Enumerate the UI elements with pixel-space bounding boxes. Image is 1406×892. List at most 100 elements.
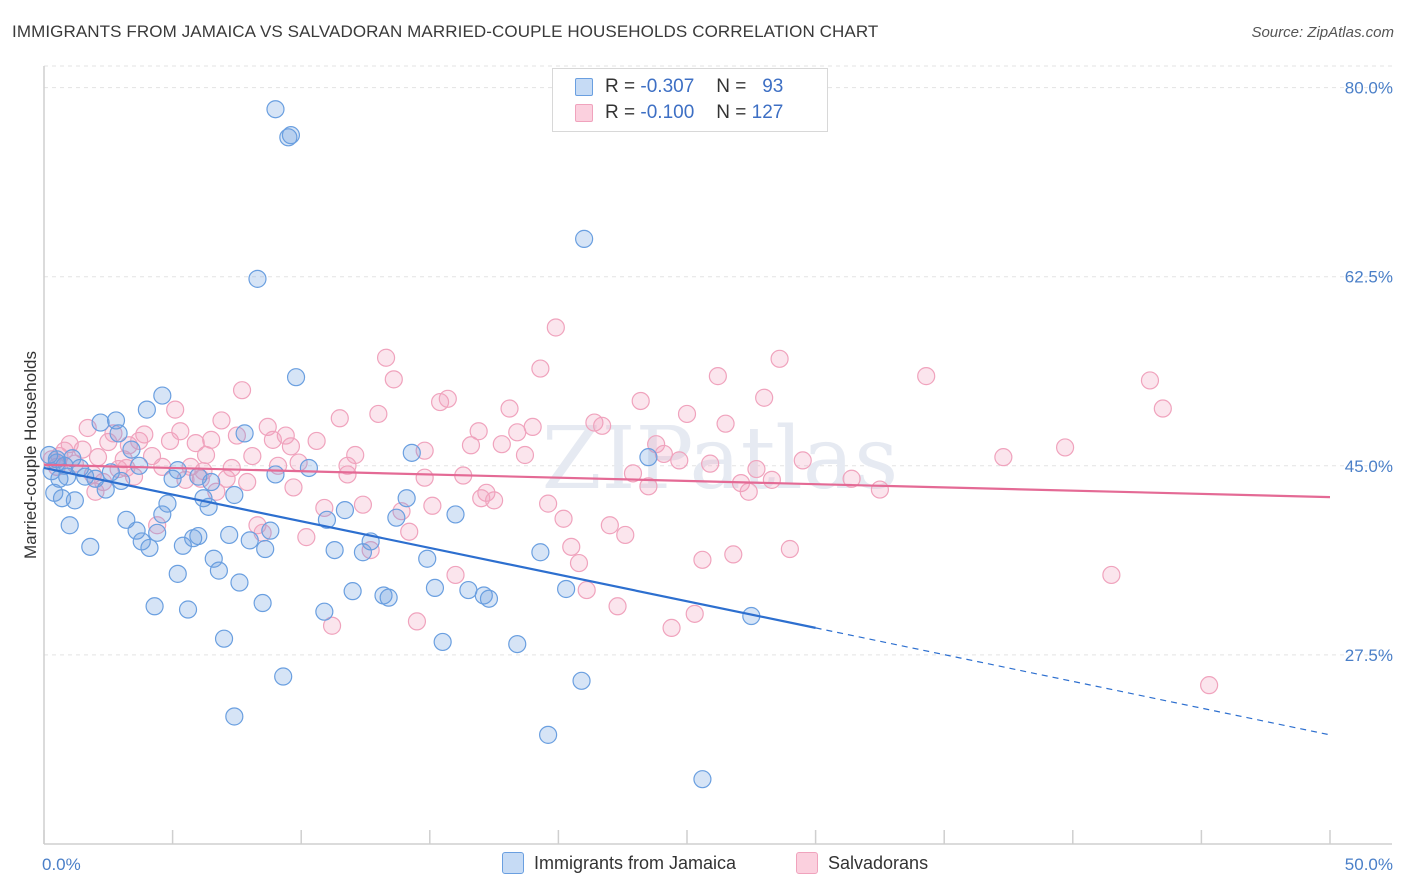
salvadorans-point [917, 367, 936, 386]
jamaica-point [65, 491, 84, 510]
y-tick-labels: 27.5% 45.0% 62.5% 80.0% [1345, 79, 1393, 665]
salvadorans-point [281, 437, 301, 456]
jamaica-point [130, 456, 149, 475]
jamaica-point [173, 536, 192, 555]
salvadorans-point [716, 414, 735, 433]
jamaica-point [127, 521, 146, 540]
legend-label-jamaica: Immigrants from Jamaica [534, 852, 737, 873]
jamaica-point [539, 725, 558, 744]
stats-row-jamaica: R = -0.307 N = 93 [575, 75, 783, 99]
jamaica-point [387, 508, 406, 527]
y-tick-label: 62.5% [1345, 268, 1393, 287]
salvadorans-point [369, 404, 388, 424]
salvadorans-point [523, 417, 542, 437]
salvadorans-point [508, 423, 527, 442]
jamaica-point [531, 543, 550, 562]
jamaica-point [279, 128, 298, 147]
salvadorans-point [1153, 399, 1172, 418]
jamaica-point [639, 448, 658, 467]
salvadorans-point [639, 477, 658, 496]
y-tick-label: 27.5% [1345, 646, 1393, 665]
jamaica-point [575, 229, 594, 248]
salvadorans-point [616, 525, 635, 545]
salvadorans-point [171, 422, 190, 441]
salvadorans-point [793, 451, 812, 470]
salvadorans-point [500, 399, 519, 418]
jamaica-point [266, 100, 285, 119]
stats-row-salvadorans: R = -0.100 N = 127 [575, 101, 783, 125]
jamaica-point [158, 494, 177, 513]
salvadorans-point [1140, 371, 1160, 390]
jamaica-point [317, 510, 337, 529]
salvadorans-point [593, 416, 612, 435]
jamaica-swatch [575, 78, 593, 96]
salvadorans-point [166, 400, 185, 419]
n-value: 93 [762, 76, 784, 97]
jamaica-point [418, 549, 437, 568]
salvadorans-point [376, 348, 396, 367]
legend-item-jamaica: Immigrants from Jamaica [502, 852, 736, 874]
jamaica-point [109, 424, 128, 443]
jamaica-point [240, 531, 259, 550]
jamaica-point [225, 707, 244, 726]
salvadorans-point [677, 404, 697, 424]
salvadorans-point [685, 604, 704, 623]
jamaica-point [168, 564, 187, 583]
salvadorans-point [739, 482, 758, 501]
salvadorans-point [724, 545, 743, 564]
salvadorans-point [186, 434, 205, 453]
x-tick-label-max: 50.0% [1345, 855, 1393, 874]
salvadorans-point [297, 528, 316, 547]
r-label: R = [605, 76, 636, 97]
r-label: R = [605, 102, 636, 123]
chart-title: IMMIGRANTS FROM JAMAICA VS SALVADORAN MA… [12, 22, 879, 41]
jamaica-point [325, 540, 344, 560]
salvadorans-point [870, 480, 890, 499]
salvadorans-point [577, 580, 596, 600]
jamaica-point [225, 485, 244, 505]
jamaica-point [112, 471, 131, 491]
salvadorans-swatch [575, 104, 593, 122]
jamaica-point [281, 126, 301, 145]
grid-lines [44, 65, 1392, 656]
jamaica-point [140, 538, 159, 558]
jamaica-point [145, 597, 164, 616]
trend-lines [43, 463, 1331, 736]
stats-legend: R = -0.307 N = 93 R = -0.100 N = 127 [552, 68, 828, 132]
salvadorans-point [284, 478, 303, 497]
jamaica-trend-line [43, 466, 816, 629]
jamaica-point [572, 671, 591, 690]
salvadorans-legend-swatch [796, 852, 818, 874]
salvadorans-point [338, 465, 357, 484]
jamaica-point [335, 501, 355, 520]
salvadorans-point [554, 509, 573, 528]
n-label: N = [716, 102, 747, 123]
jamaica-point [168, 461, 187, 480]
jamaica-point [148, 523, 167, 542]
jamaica-point [253, 593, 272, 613]
n-label: N = [716, 76, 747, 97]
salvadorans-point [600, 516, 619, 535]
jamaica-point [209, 561, 228, 580]
salvadorans-point [461, 436, 481, 455]
salvadorans-point [423, 496, 442, 515]
salvadorans-point [546, 318, 565, 337]
salvadorans-point [762, 470, 781, 489]
salvadorans-point [623, 464, 643, 483]
jamaica-point [557, 579, 576, 599]
jamaica-point [178, 600, 198, 619]
salvadorans-point [238, 472, 257, 492]
jamaica-point [479, 589, 499, 608]
jamaica-point [315, 602, 334, 621]
salvadorans-point [469, 422, 488, 441]
jamaica-point [286, 368, 306, 387]
salvadorans-point [438, 389, 457, 408]
salvadorans-point [407, 612, 427, 631]
salvadorans-point [780, 539, 799, 559]
y-tick-label: 45.0% [1345, 457, 1393, 476]
jamaica-point [397, 489, 416, 508]
legend-label-salvadorans: Salvadorans [828, 852, 929, 873]
salvadorans-point [322, 616, 342, 635]
jamaica-legend-swatch [502, 852, 524, 874]
